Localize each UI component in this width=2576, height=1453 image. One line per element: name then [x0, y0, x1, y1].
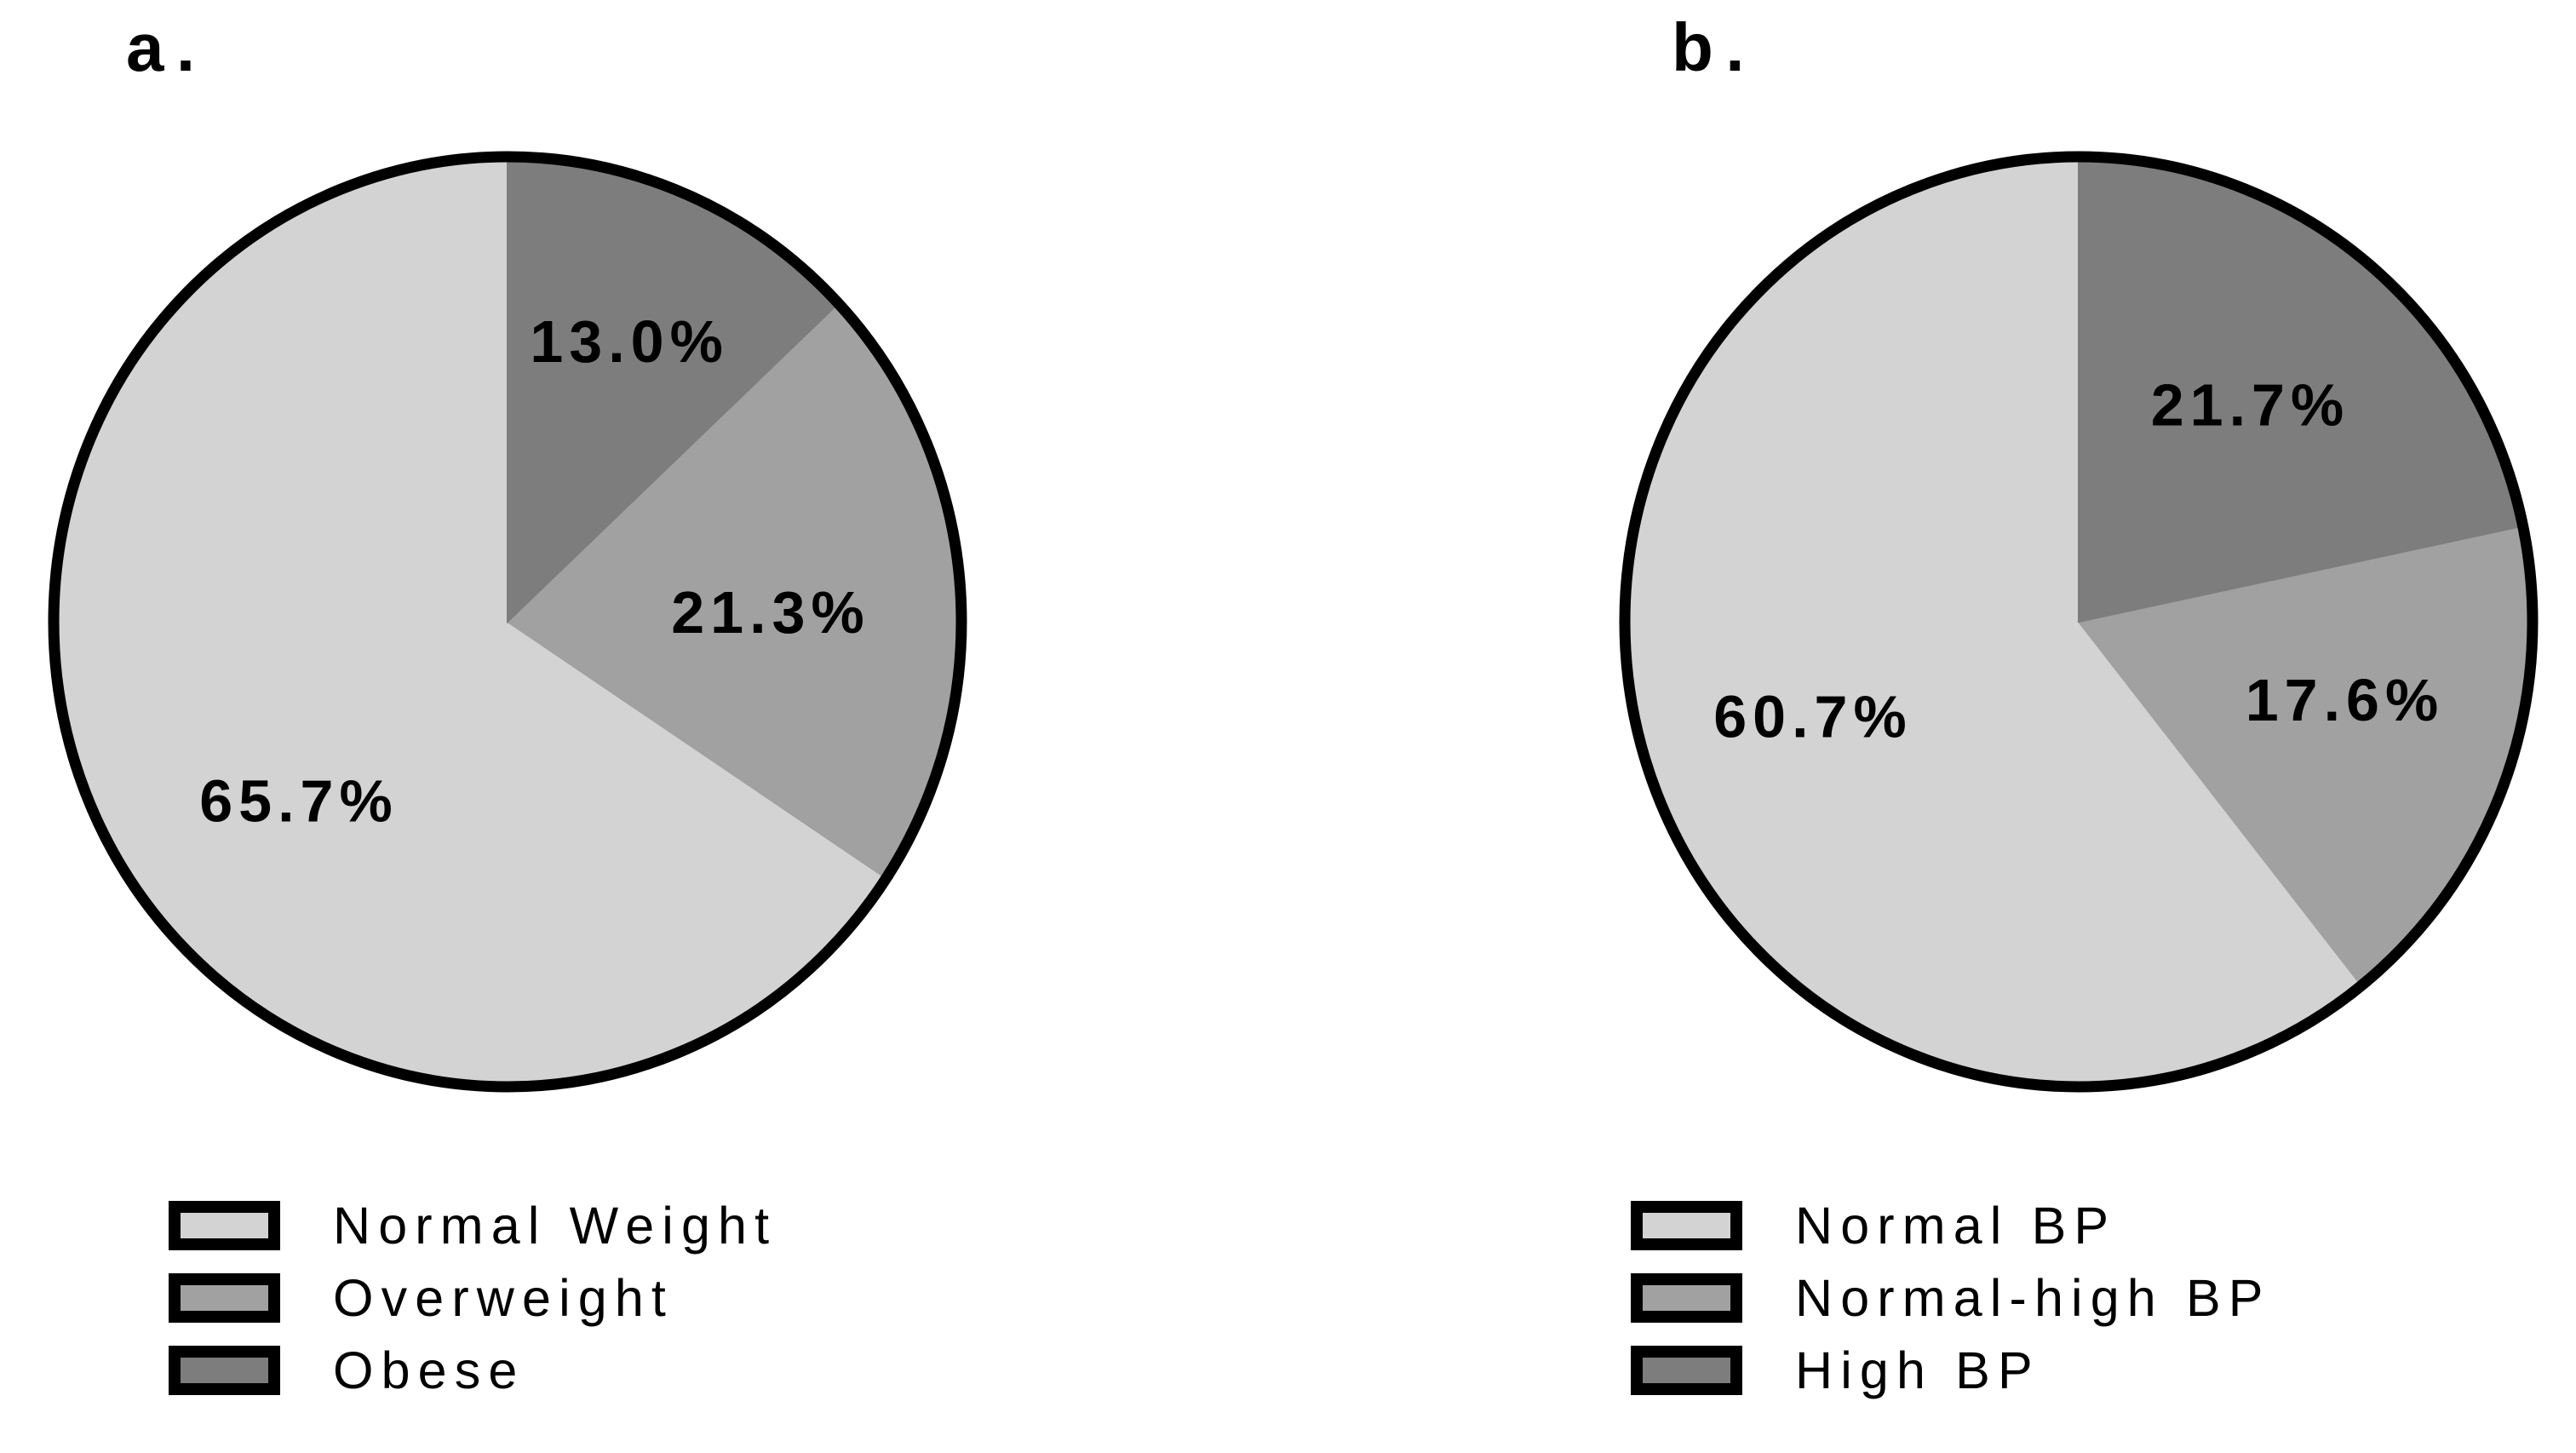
legend-row: Normal Weight — [169, 1197, 777, 1255]
panel-label-a: a. — [126, 9, 208, 85]
legend-swatch-normal-weight — [169, 1201, 280, 1250]
pie-value-label-normal-bp: 60.7% — [1713, 684, 1912, 750]
legend-label-normal-weight: Normal Weight — [333, 1197, 777, 1255]
pie-value-label-high-bp: 21.7% — [2151, 372, 2349, 439]
legend-swatch-normal-high-bp — [1631, 1273, 1742, 1323]
legend-row: Overweight — [169, 1269, 777, 1327]
legend-row: Obese — [169, 1341, 777, 1399]
legend-swatch-obese — [169, 1346, 280, 1395]
legend-label-normal-bp: Normal BP — [1795, 1197, 2117, 1255]
pie-value-label-overweight: 21.3% — [671, 579, 869, 646]
legend-swatch-overweight — [169, 1273, 280, 1323]
legend-row: High BP — [1631, 1341, 2271, 1399]
pie-outline — [1619, 151, 2539, 1093]
legend-label-overweight: Overweight — [333, 1269, 674, 1327]
legend-swatch-normal-bp — [1631, 1201, 1742, 1250]
pie-outline — [48, 151, 967, 1093]
legend-row: Normal BP — [1631, 1197, 2271, 1255]
legend-label-obese: Obese — [333, 1341, 525, 1399]
legend-label-high-bp: High BP — [1795, 1341, 2040, 1399]
legend-a: Normal Weight Overweight Obese — [169, 1197, 777, 1399]
legend-swatch-high-bp — [1631, 1346, 1742, 1395]
panel-label-b: b. — [1672, 9, 1757, 85]
legend-b: Normal BP Normal-high BP High BP — [1631, 1197, 2271, 1399]
pie-value-label-normal-high-bp: 17.6% — [2246, 667, 2444, 733]
legend-label-normal-high-bp: Normal-high BP — [1795, 1269, 2271, 1327]
pie-value-label-normal-weight: 65.7% — [199, 768, 398, 835]
pie-value-label-obese: 13.0% — [530, 308, 728, 375]
legend-row: Normal-high BP — [1631, 1269, 2271, 1327]
